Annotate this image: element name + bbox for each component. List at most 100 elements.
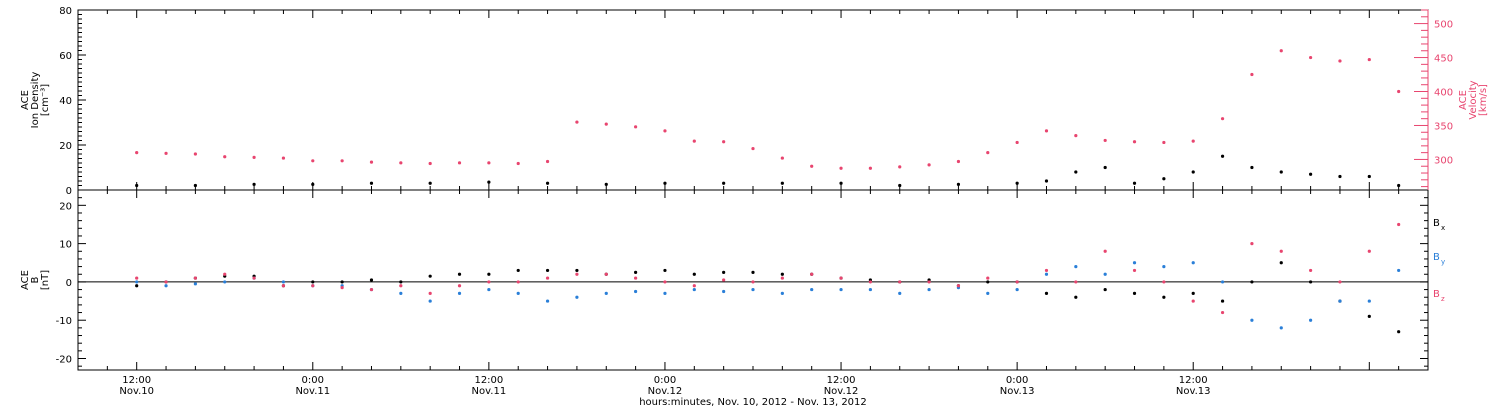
bx-point (1191, 291, 1195, 296)
velocity-point (1338, 59, 1342, 63)
bz-point (575, 272, 579, 276)
density-point (487, 180, 491, 184)
density-point (1250, 165, 1254, 170)
bz-point (1250, 242, 1254, 246)
velocity-point (1397, 89, 1401, 94)
bx-point (399, 280, 403, 284)
bz-point (1103, 249, 1107, 253)
bz-point (516, 280, 520, 284)
by-point (223, 280, 227, 284)
bx-point (1074, 295, 1078, 299)
by-point (810, 287, 814, 292)
x-tick-time-label: 12:00 (827, 375, 856, 386)
density-point (1103, 165, 1107, 170)
by-point (1220, 280, 1225, 284)
bottom-y-tick-label: -20 (56, 355, 72, 366)
by-point (1044, 272, 1049, 276)
legend-label: B (1433, 218, 1440, 229)
bz-point (311, 284, 315, 288)
density-point (1162, 177, 1166, 181)
bz-point (223, 272, 227, 276)
legend-subscript: z (1441, 295, 1445, 303)
density-point (839, 181, 843, 185)
bx-point (663, 268, 667, 273)
bz-point (839, 276, 843, 280)
bx-point (1309, 280, 1313, 284)
bz-point (868, 280, 872, 284)
x-tick-date-label: Nov.11 (472, 386, 507, 397)
bx-point (1044, 291, 1049, 296)
density-point (1015, 181, 1019, 185)
bz-point (780, 276, 784, 280)
top-right-y-tick-label: 300 (1434, 155, 1453, 166)
top-left-y-tick-label: 80 (59, 6, 72, 17)
velocity-point (1279, 49, 1283, 53)
by-point (281, 280, 286, 284)
x-tick-time-label: 0:00 (654, 375, 676, 386)
velocity-point (604, 122, 608, 126)
top-right-ylabel-line: ACE (1458, 90, 1469, 110)
bottom-y-tick-label: -10 (56, 316, 72, 327)
velocity-point (927, 163, 931, 167)
velocity-point (898, 165, 902, 169)
top-left-y-tick-label: 40 (59, 96, 72, 107)
by-point (1397, 268, 1401, 273)
density-point (898, 183, 902, 188)
velocity-point (692, 139, 696, 143)
bx-point (1103, 287, 1107, 292)
density-point (1367, 174, 1371, 179)
bx-point (487, 272, 491, 276)
density-point (604, 182, 608, 186)
by-point (898, 291, 902, 296)
bx-point (751, 270, 755, 274)
bottom-panel-frame (77, 189, 1429, 371)
bz-point (1015, 280, 1019, 284)
density-point (252, 182, 256, 186)
bz-point (1044, 268, 1049, 273)
by-point (516, 291, 520, 296)
top-right-ylabel-line: [km/s] (1478, 84, 1489, 116)
density-point (311, 182, 315, 186)
top-right-ylabel-line: Velocity (1468, 80, 1479, 119)
velocity-point (1132, 140, 1137, 144)
by-point (457, 291, 462, 296)
by-point (545, 299, 550, 303)
by-point (1103, 272, 1107, 276)
density-point (428, 181, 432, 185)
by-point (663, 291, 667, 296)
bz-point (457, 284, 462, 288)
bx-point (1397, 330, 1401, 334)
legend-label: B (1433, 289, 1440, 300)
bx-point (135, 284, 139, 288)
velocity-point (223, 155, 227, 159)
bx-point (722, 270, 726, 274)
x-tick-date-label: Nov.10 (119, 386, 154, 397)
velocity-point (810, 164, 814, 168)
legend-subscript: x (1441, 224, 1445, 232)
bx-point (545, 268, 550, 273)
density-point (135, 183, 139, 188)
bx-point (986, 280, 990, 284)
velocity-point (986, 151, 990, 155)
velocity-point (956, 159, 961, 164)
density-point (193, 183, 197, 188)
bx-point (692, 272, 696, 276)
by-point (986, 291, 990, 296)
velocity-point (1015, 140, 1019, 145)
velocity-point (545, 159, 550, 164)
by-point (1309, 318, 1313, 322)
density-point (1074, 170, 1078, 174)
x-tick-time-label: 0:00 (302, 375, 324, 386)
velocity-point (487, 161, 491, 165)
by-point (1250, 318, 1254, 322)
by-point (1367, 299, 1371, 303)
bz-point (545, 276, 550, 280)
top-left-ylabel-line: [cm⁻³] (40, 84, 51, 116)
bx-point (575, 268, 579, 273)
velocity-point (457, 161, 462, 165)
by-point (1074, 264, 1078, 269)
density-point (1191, 170, 1195, 174)
velocity-point (868, 166, 872, 170)
